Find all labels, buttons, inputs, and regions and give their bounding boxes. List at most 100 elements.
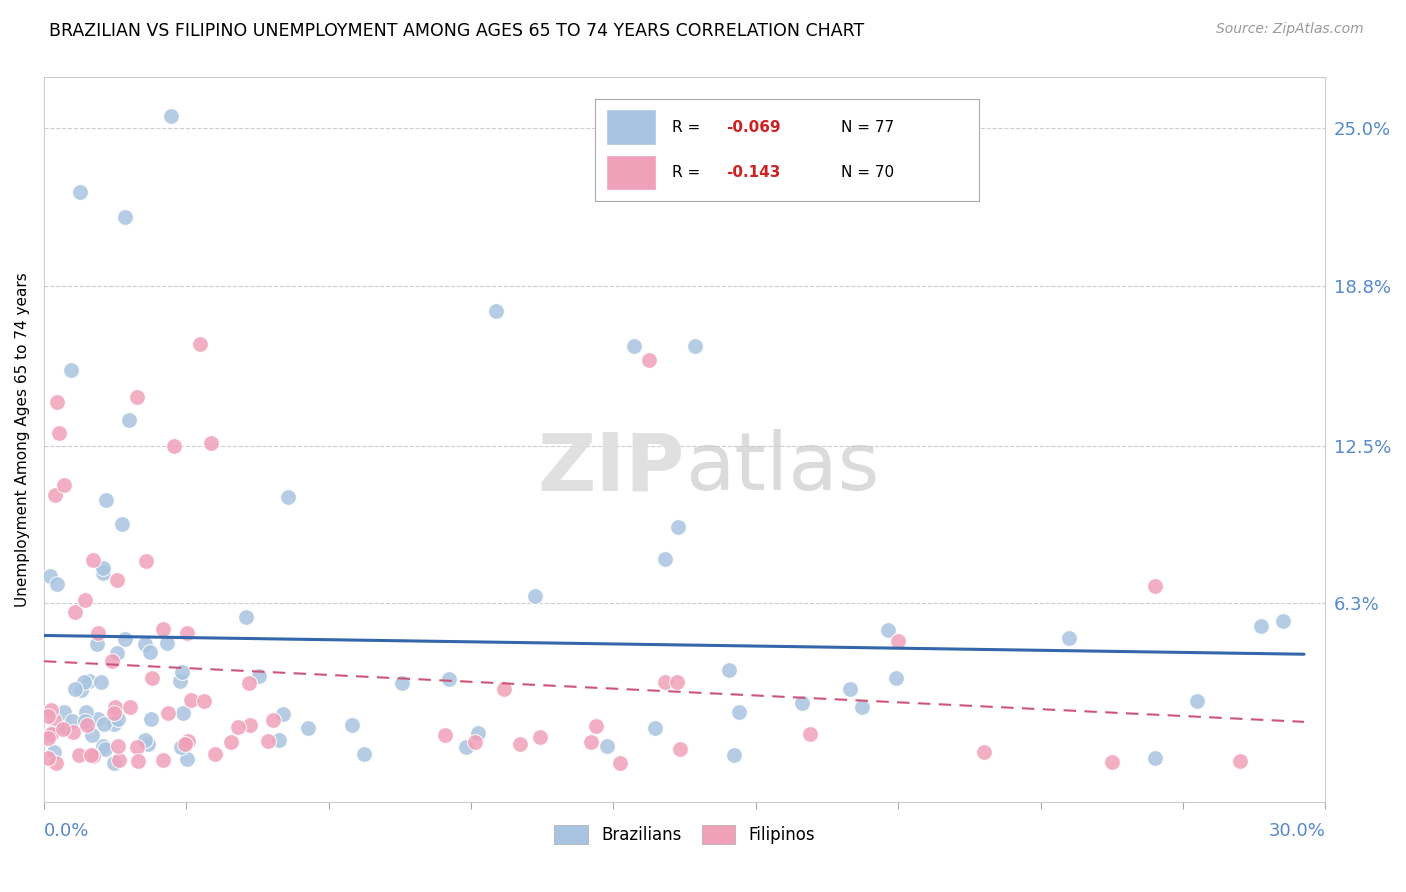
Point: [107, 739, 129, 754]
Point: [141, 712, 163, 726]
Point: [884, 671, 907, 685]
Point: [172, 706, 194, 721]
Point: [877, 623, 900, 637]
Point: [654, 552, 676, 566]
Point: [156, 635, 179, 649]
Point: [1057, 631, 1080, 645]
Point: [52, 478, 75, 492]
Point: [391, 675, 413, 690]
Point: [42, 713, 65, 727]
Point: [73, 593, 96, 607]
Point: [851, 699, 873, 714]
Point: [239, 718, 262, 732]
Point: [297, 721, 319, 735]
Point: [111, 516, 134, 531]
Point: [623, 338, 645, 352]
Point: [723, 747, 745, 762]
Point: [235, 610, 257, 624]
Point: [609, 756, 631, 770]
Point: [87, 712, 110, 726]
Point: [1143, 579, 1166, 593]
Point: [105, 646, 128, 660]
Point: [887, 634, 910, 648]
Point: [37, 708, 59, 723]
Point: [127, 739, 149, 754]
Point: [107, 712, 129, 726]
Point: [114, 211, 136, 225]
Point: [509, 737, 531, 751]
Point: [219, 734, 242, 748]
Point: [188, 337, 211, 351]
Text: 30.0%: 30.0%: [1268, 822, 1326, 840]
Point: [173, 738, 195, 752]
Point: [91, 739, 114, 753]
Point: [467, 726, 489, 740]
Point: [127, 755, 149, 769]
Text: ZIP: ZIP: [537, 429, 685, 508]
Point: [134, 637, 156, 651]
Point: [39, 702, 62, 716]
Point: [180, 693, 202, 707]
Point: [48, 426, 70, 441]
Point: [790, 696, 813, 710]
Text: Source: ZipAtlas.com: Source: ZipAtlas.com: [1216, 22, 1364, 37]
Point: [44, 488, 66, 502]
Point: [73, 714, 96, 729]
Point: [1250, 619, 1272, 633]
Point: [799, 727, 821, 741]
Point: [45, 394, 67, 409]
Point: [596, 739, 619, 753]
Point: [238, 676, 260, 690]
Point: [93, 717, 115, 731]
Point: [177, 734, 200, 748]
Point: [138, 738, 160, 752]
Point: [91, 566, 114, 580]
Point: [271, 707, 294, 722]
Point: [579, 735, 602, 749]
Point: [1271, 614, 1294, 628]
Point: [1187, 694, 1209, 708]
Point: [340, 717, 363, 731]
Point: [152, 753, 174, 767]
Point: [104, 699, 127, 714]
Point: [683, 339, 706, 353]
Point: [87, 626, 110, 640]
Point: [82, 748, 104, 763]
Point: [73, 674, 96, 689]
Point: [353, 747, 375, 761]
Point: [69, 185, 91, 199]
Point: [973, 746, 995, 760]
Point: [263, 714, 285, 728]
Point: [60, 714, 83, 728]
Point: [37, 751, 59, 765]
Point: [94, 493, 117, 508]
Point: [44, 745, 66, 759]
Point: [103, 756, 125, 771]
Text: BRAZILIAN VS FILIPINO UNEMPLOYMENT AMONG AGES 65 TO 74 YEARS CORRELATION CHART: BRAZILIAN VS FILIPINO UNEMPLOYMENT AMONG…: [49, 22, 865, 40]
Point: [41, 726, 63, 740]
Point: [60, 362, 83, 376]
Point: [176, 626, 198, 640]
Point: [668, 520, 690, 534]
Point: [105, 573, 128, 587]
Point: [666, 675, 689, 690]
Point: [75, 705, 97, 719]
Point: [668, 742, 690, 756]
Point: [193, 694, 215, 708]
Point: [433, 728, 456, 742]
Y-axis label: Unemployment Among Ages 65 to 74 years: Unemployment Among Ages 65 to 74 years: [15, 272, 30, 607]
Point: [644, 721, 666, 735]
Point: [170, 739, 193, 754]
Point: [46, 577, 69, 591]
Point: [654, 674, 676, 689]
Point: [169, 673, 191, 688]
Point: [37, 731, 59, 746]
Point: [170, 665, 193, 679]
Point: [63, 681, 86, 696]
Point: [727, 706, 749, 720]
Point: [93, 742, 115, 756]
Point: [494, 682, 516, 697]
Point: [107, 752, 129, 766]
Point: [55, 719, 77, 733]
Point: [718, 663, 741, 677]
